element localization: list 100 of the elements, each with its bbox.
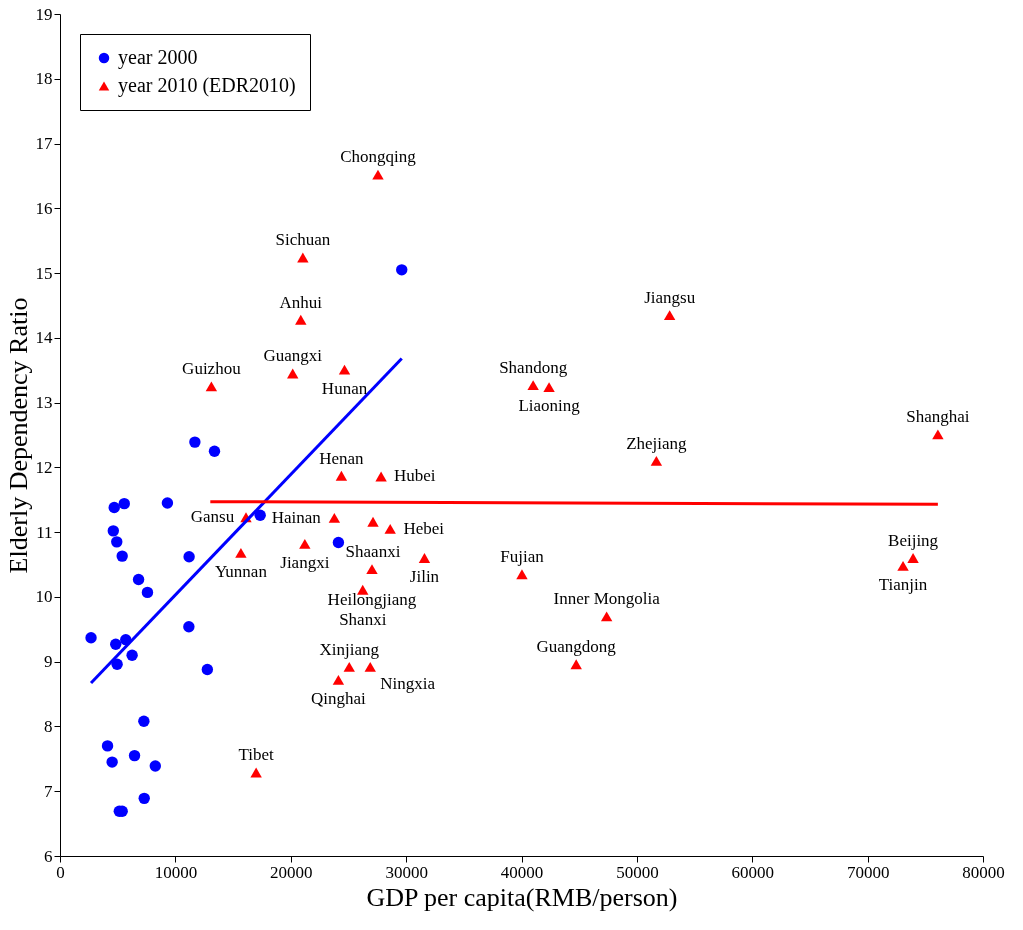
point xyxy=(183,621,195,633)
y-tick-label: 14 xyxy=(35,328,53,348)
point xyxy=(343,661,355,672)
point xyxy=(141,586,154,599)
y-tick-label: 19 xyxy=(35,4,53,24)
annotation: Hunan xyxy=(321,378,368,398)
legend-label: year 2000 xyxy=(118,46,198,69)
legend-label: year 2010 (EDR2010) xyxy=(118,74,296,97)
annotation: Hainan xyxy=(271,507,322,527)
point xyxy=(372,169,384,180)
point xyxy=(128,749,141,762)
y-tick-label: 6 xyxy=(44,846,53,866)
annotation: Shandong xyxy=(499,357,568,377)
annotation: Fujian xyxy=(500,547,545,567)
point xyxy=(208,445,221,457)
x-tick-label: 10000 xyxy=(154,862,198,882)
point xyxy=(907,553,919,563)
annotation: Chongqing xyxy=(340,147,417,167)
y-axis-title: Elderly Dependency Ratio xyxy=(3,297,33,574)
x-tick-label: 20000 xyxy=(270,862,313,882)
annotation: Guangxi xyxy=(263,346,323,366)
x-tick-label: 60000 xyxy=(731,862,774,882)
annotation: Zhejiang xyxy=(626,433,688,453)
point xyxy=(235,547,247,558)
point xyxy=(110,638,122,650)
point xyxy=(126,649,138,661)
point xyxy=(85,632,97,644)
annotation: Jiangxi xyxy=(280,552,330,572)
point xyxy=(205,381,218,392)
annotation: Shaanxi xyxy=(345,542,401,562)
y-tick-label: 17 xyxy=(35,134,53,154)
point xyxy=(384,523,396,534)
point xyxy=(250,767,262,778)
point xyxy=(287,368,299,379)
point xyxy=(138,715,150,727)
annotation: Shanghai xyxy=(906,407,970,427)
y-tick-label: 9 xyxy=(44,652,53,672)
point xyxy=(116,550,128,562)
annotation: Yunnan xyxy=(214,562,268,582)
x-tick-label: 0 xyxy=(56,862,65,882)
point xyxy=(367,516,379,527)
annotation: Ningxia xyxy=(380,674,436,694)
point xyxy=(543,382,555,393)
point xyxy=(897,560,909,571)
annotation: Xinjiang xyxy=(319,639,380,659)
point xyxy=(600,611,613,622)
point xyxy=(149,760,161,772)
point xyxy=(650,455,663,466)
point xyxy=(201,663,214,676)
annotation: Qinghai xyxy=(311,688,367,708)
x-tick-label: 50000 xyxy=(616,862,659,882)
y-tick-label: 13 xyxy=(35,393,53,413)
point xyxy=(932,429,944,440)
point xyxy=(527,380,539,391)
point xyxy=(338,364,351,375)
point xyxy=(364,661,376,672)
point xyxy=(297,252,309,263)
point xyxy=(418,553,431,563)
point xyxy=(396,264,408,276)
annotation: Anhui xyxy=(279,292,323,312)
point xyxy=(375,471,387,482)
point xyxy=(254,509,266,521)
y-tick-label: 7 xyxy=(44,781,53,801)
annotation: Hubei xyxy=(393,466,436,486)
point xyxy=(106,756,118,768)
annotation: Inner Mongolia xyxy=(553,589,661,609)
point xyxy=(328,512,341,523)
point xyxy=(295,314,307,325)
annotation: Guangdong xyxy=(536,637,617,657)
point xyxy=(332,536,345,549)
point xyxy=(332,674,345,685)
annotation: Henan xyxy=(319,448,365,468)
x-axis-title: GDP per capita(RMB/person) xyxy=(366,882,678,912)
x-tick-label: 40000 xyxy=(500,862,544,882)
point xyxy=(132,573,145,586)
x-tick-label: 80000 xyxy=(962,862,1005,882)
y-tick-label: 8 xyxy=(44,716,53,736)
annotation: Tibet xyxy=(238,745,275,765)
y-tick-label: 10 xyxy=(35,587,53,607)
point xyxy=(108,501,120,514)
point xyxy=(299,538,311,549)
y-tick-label: 18 xyxy=(35,69,53,89)
x-tick-label: 70000 xyxy=(846,862,890,882)
point xyxy=(516,569,528,580)
point xyxy=(118,497,130,510)
annotation: Sichuan xyxy=(275,230,331,250)
point xyxy=(111,536,123,548)
y-tick-label: 16 xyxy=(35,198,53,218)
annotation: Beijing xyxy=(888,530,939,550)
point xyxy=(189,436,201,448)
point xyxy=(335,470,348,481)
point xyxy=(111,658,123,670)
point xyxy=(663,310,676,321)
y-tick-label: 15 xyxy=(35,263,53,283)
point xyxy=(183,551,195,563)
x-tick-label: 30000 xyxy=(385,862,428,882)
y-tick-label: 11 xyxy=(36,522,53,542)
point xyxy=(161,497,174,509)
annotation: Guizhou xyxy=(182,359,242,379)
annotation: Liaoning xyxy=(518,396,581,416)
